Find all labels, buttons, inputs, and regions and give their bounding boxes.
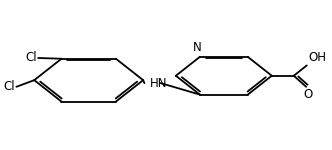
Text: Cl: Cl — [3, 80, 15, 93]
Text: OH: OH — [308, 51, 326, 64]
Text: O: O — [303, 88, 312, 101]
Text: N: N — [193, 41, 202, 54]
Text: Cl: Cl — [25, 51, 37, 64]
Text: HN: HN — [150, 77, 168, 90]
